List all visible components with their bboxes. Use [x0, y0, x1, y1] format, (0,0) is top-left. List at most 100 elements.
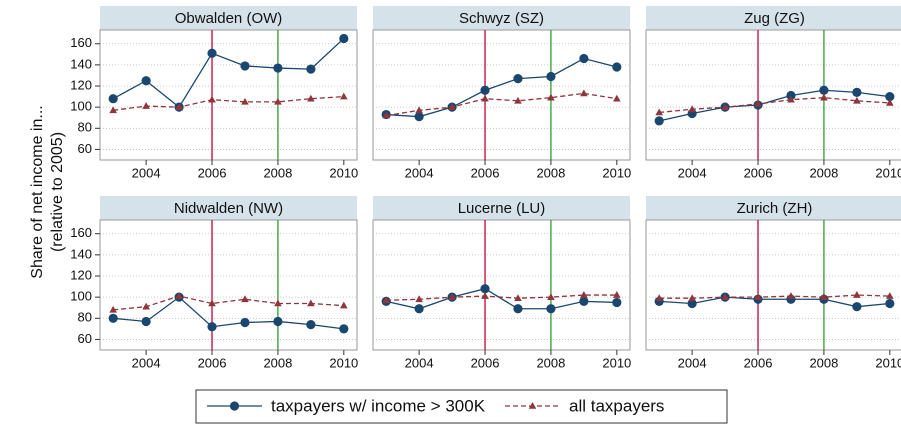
x-tick-label: 2006	[198, 355, 227, 370]
data-point	[754, 293, 762, 300]
x-tick-label: 2010	[329, 355, 358, 370]
panel-title: Obwalden (OW)	[175, 10, 283, 27]
data-point	[754, 99, 762, 107]
legend-label: all taxpayers	[569, 396, 664, 415]
data-point	[687, 298, 697, 309]
y-tick-label: 80	[78, 310, 92, 325]
data-point	[382, 111, 390, 119]
y-tick-label: 100	[70, 289, 92, 304]
data-point	[273, 316, 283, 327]
data-point	[481, 94, 489, 102]
y-tick-label: 60	[78, 331, 92, 346]
data-point	[208, 95, 216, 103]
legend-label: taxpayers w/ income > 300K	[271, 396, 486, 415]
data-point	[655, 108, 663, 116]
x-tick-label: 2008	[263, 165, 292, 180]
data-point	[141, 316, 151, 327]
data-point	[819, 85, 829, 95]
x-tick-label: 2006	[471, 355, 500, 370]
data-point	[142, 102, 150, 109]
data-point	[721, 293, 729, 300]
data-point	[481, 292, 489, 299]
y-tick-label: 60	[78, 141, 92, 156]
data-point	[175, 292, 183, 299]
data-point	[207, 322, 217, 332]
panel-title: Zurich (ZH)	[737, 200, 813, 217]
y-axis-label: Share of net income in...	[29, 105, 46, 278]
x-tick-label: 2006	[744, 355, 773, 370]
legend-marker	[528, 402, 537, 409]
x-tick-label: 2010	[329, 165, 358, 180]
panel-title: Lucerne (LU)	[458, 200, 546, 217]
data-point	[721, 103, 729, 110]
data-point	[886, 98, 894, 106]
data-point	[612, 297, 622, 308]
data-point	[141, 76, 151, 86]
series-line	[386, 288, 617, 310]
data-point	[547, 293, 555, 300]
x-tick-label: 2004	[405, 165, 434, 180]
series-line	[659, 89, 890, 122]
data-point	[307, 299, 315, 307]
panel-title: Nidwalden (NW)	[174, 200, 283, 217]
legend-box	[195, 389, 728, 424]
data-point	[886, 292, 894, 299]
x-tick-label: 2008	[536, 165, 565, 180]
x-tick-label: 2008	[809, 355, 838, 370]
x-tick-label: 2004	[405, 355, 434, 370]
data-point	[448, 103, 456, 110]
data-point	[339, 33, 349, 44]
y-tick-label: 120	[70, 267, 92, 282]
data-point	[208, 299, 216, 307]
data-point	[340, 301, 348, 309]
data-point	[579, 296, 589, 306]
data-point	[415, 106, 423, 114]
x-tick-label: 2008	[536, 355, 565, 370]
data-point	[273, 63, 283, 73]
data-point	[852, 87, 862, 97]
y-tick-label: 140	[70, 56, 92, 71]
data-point	[108, 94, 118, 104]
data-point	[480, 284, 490, 294]
x-tick-label: 2004	[678, 165, 707, 180]
panel-header	[646, 196, 901, 220]
series-line	[659, 294, 890, 299]
x-tick-label: 2008	[809, 165, 838, 180]
plot-area	[645, 219, 901, 351]
series-line	[113, 95, 344, 111]
data-point	[787, 95, 795, 103]
legend-marker	[229, 401, 240, 411]
series-line	[659, 96, 890, 114]
plot-area	[372, 219, 631, 351]
data-point	[580, 89, 588, 97]
data-point	[852, 302, 862, 312]
plot-area	[99, 219, 358, 351]
plot-area	[372, 29, 631, 161]
data-point	[339, 324, 349, 334]
data-point	[613, 291, 621, 298]
data-point	[480, 85, 490, 95]
data-point	[382, 296, 390, 304]
data-point	[885, 91, 895, 102]
x-tick-label: 2004	[132, 165, 161, 180]
data-point	[514, 294, 522, 302]
data-point	[546, 304, 556, 314]
x-tick-label: 2008	[263, 355, 292, 370]
data-point	[306, 320, 316, 330]
data-point	[820, 293, 828, 300]
panel-header	[100, 6, 357, 30]
data-point	[240, 317, 250, 328]
x-tick-label: 2010	[602, 165, 631, 180]
series-line	[386, 294, 617, 301]
series-line	[112, 37, 345, 109]
data-point	[207, 48, 217, 58]
y-axis-label: (relative to 2005)	[49, 132, 66, 252]
data-point	[579, 53, 589, 64]
data-point	[175, 103, 183, 110]
data-point	[786, 90, 796, 101]
panel-title: Zug (ZG)	[744, 10, 805, 27]
x-tick-label: 2010	[875, 355, 901, 370]
data-point	[853, 291, 861, 298]
data-point	[108, 313, 118, 323]
